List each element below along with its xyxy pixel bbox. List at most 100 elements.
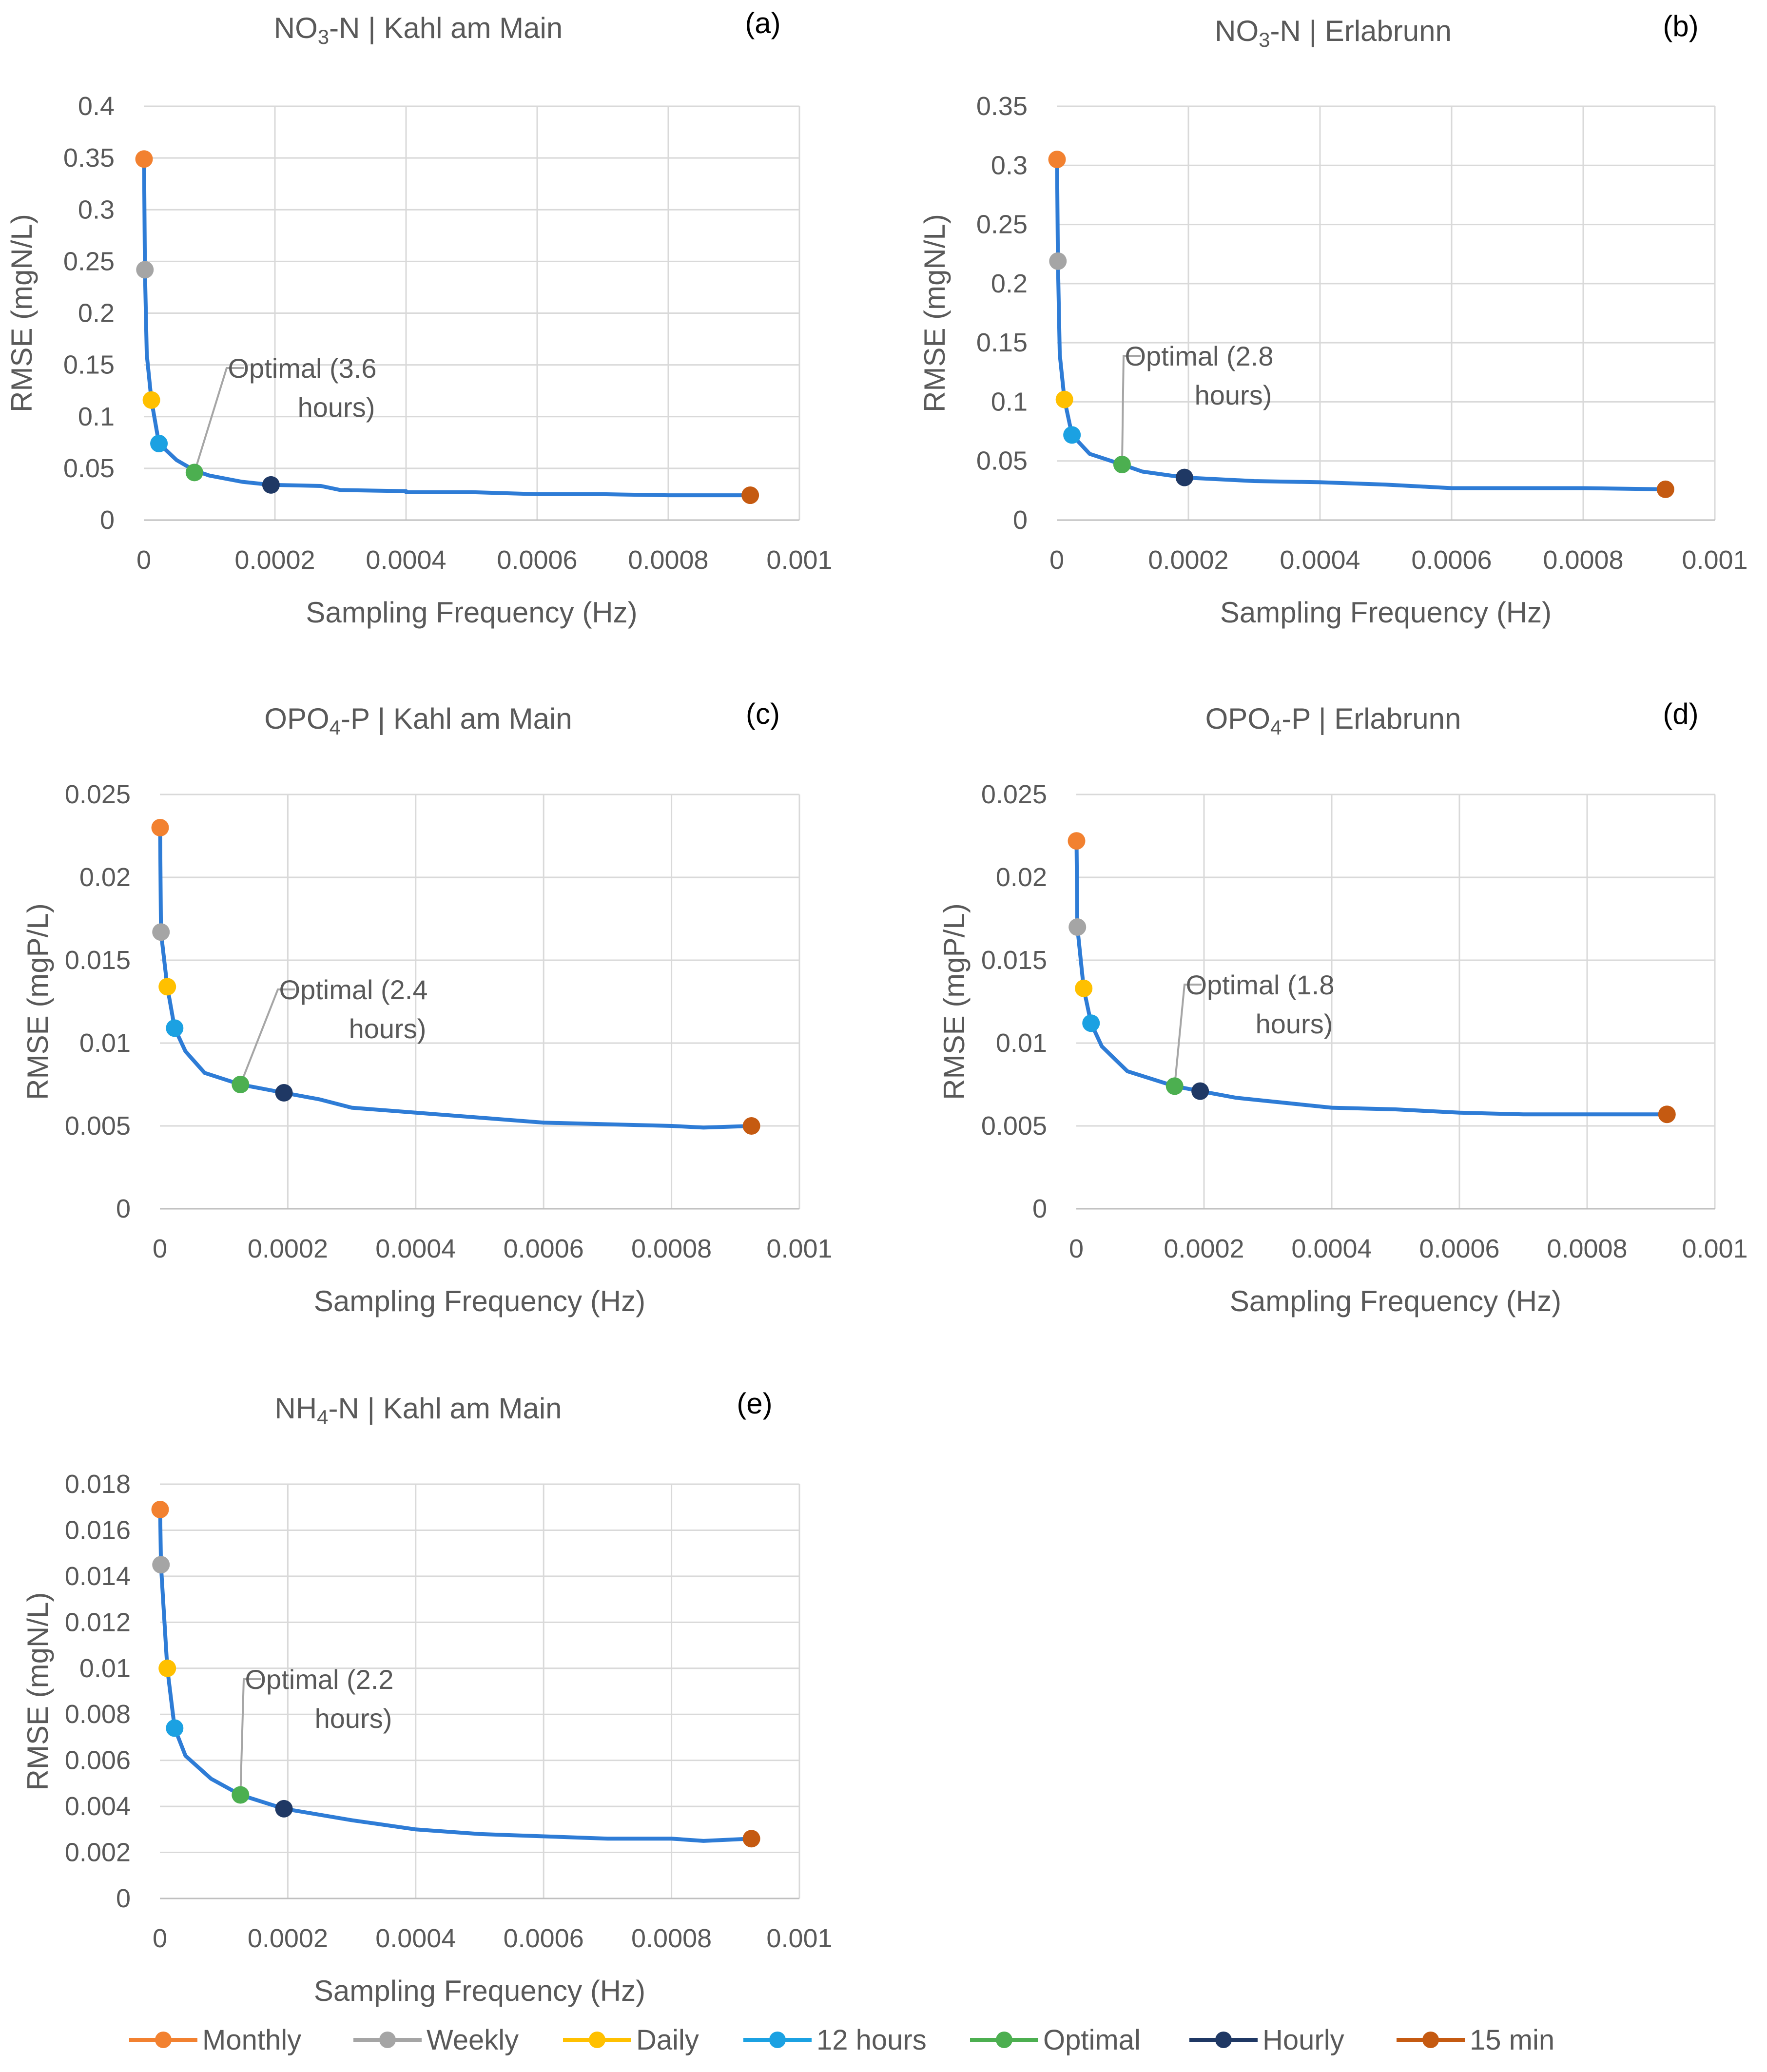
marker-15-min — [742, 1830, 760, 1848]
chart-panel-c: OPO4-P | Kahl am Main (c) 0 0.0002 0.0004 0.0… — [21, 697, 833, 1317]
y-tick-label: 0.005 — [65, 1111, 131, 1141]
y-tick-label: 0.006 — [65, 1746, 131, 1775]
y-tick-label: 0.01 — [79, 1028, 131, 1058]
chart-panel-e: NH4-N | Kahl am Main (e) 0 0.0002 0.0004 0.00… — [21, 1387, 833, 2007]
legend-marker — [155, 2032, 172, 2048]
y-tick-label: 0.015 — [65, 946, 131, 975]
marker-hourly — [1175, 468, 1193, 486]
y-tick-label: 0.01 — [79, 1654, 131, 1683]
annotation-text: Optimal (2.4 — [279, 974, 428, 1005]
series-line — [158, 1507, 754, 1843]
chart-title: OPO4-P | Kahl am Main — [264, 702, 572, 739]
legend-item-hourly: Hourly — [1189, 2024, 1344, 2056]
panel-label: (d) — [1663, 697, 1698, 730]
x-axis-label: Sampling Frequency (Hz) — [306, 596, 637, 629]
marker-daily — [1055, 390, 1073, 408]
annotation-leader — [239, 988, 295, 1085]
x-tick-label: 0.001 — [766, 545, 832, 575]
panel-label: (b) — [1663, 10, 1698, 42]
x-tick-label: 0.0002 — [248, 1234, 328, 1263]
x-tick-label: 0.0004 — [366, 545, 446, 575]
marker-daily — [158, 1659, 176, 1677]
legend-marker — [769, 2032, 786, 2048]
y-tick-label: 0 — [100, 505, 115, 535]
marker-hourly — [275, 1084, 293, 1102]
y-tick-label: 0.025 — [65, 780, 131, 809]
marker-weekly — [152, 1556, 170, 1574]
x-tick-label: 0 — [153, 1924, 167, 1953]
marker-12-hours — [150, 434, 168, 452]
x-tick-label: 0.0006 — [497, 545, 577, 575]
marker-15-min — [742, 1117, 760, 1135]
chart-title: NO3-N | Kahl am Main — [274, 12, 563, 48]
x-axis-label: Sampling Frequency (Hz) — [1230, 1285, 1561, 1317]
y-tick-label: 0.35 — [976, 92, 1028, 121]
y-tick-label: 0 — [116, 1194, 131, 1223]
legend-marker — [589, 2032, 605, 2048]
chart-panel-d: OPO4-P | Erlabrunn (d) 0 0.0002 0.0004 0.0006… — [938, 697, 1748, 1317]
x-tick-label: 0.0002 — [1148, 545, 1228, 575]
marker-optimal — [232, 1076, 250, 1093]
marker-15-min — [741, 486, 759, 504]
legend-item-weekly: Weekly — [353, 2024, 519, 2056]
y-tick-label: 0 — [116, 1884, 131, 1913]
x-tick-label: 0.0008 — [631, 1924, 712, 1953]
x-tick-label: 0.0004 — [375, 1924, 456, 1953]
legend-label: Daily — [636, 2024, 699, 2056]
y-axis-label: RMSE (mgP/L) — [21, 903, 54, 1100]
x-axis-label: Sampling Frequency (Hz) — [314, 1975, 645, 2007]
series-line — [158, 826, 754, 1130]
x-tick-label: 0.001 — [1682, 545, 1748, 575]
x-tick-label: 0.0004 — [375, 1234, 456, 1263]
x-tick-label: 0.0008 — [628, 545, 708, 575]
y-tick-label: 0.016 — [65, 1515, 131, 1545]
y-tick-label: 0.15 — [976, 328, 1028, 357]
x-tick-label: 0.001 — [766, 1924, 832, 1953]
marker-15-min — [1656, 480, 1674, 498]
x-tick-label: 0.0004 — [1280, 545, 1360, 575]
chart-title: OPO4-P | Erlabrunn — [1205, 702, 1461, 739]
marker-12-hours — [166, 1019, 184, 1037]
y-tick-label: 0.05 — [63, 454, 115, 483]
x-tick-label: 0 — [153, 1234, 167, 1263]
y-tick-label: 0.025 — [981, 780, 1047, 809]
marker-optimal — [232, 1786, 250, 1804]
marker-daily — [1075, 979, 1093, 997]
series-line — [1055, 157, 1668, 491]
marker-weekly — [152, 923, 170, 941]
marker-optimal — [185, 464, 203, 482]
annotation-leader — [193, 367, 244, 473]
legend-item-daily: Daily — [563, 2024, 699, 2056]
x-tick-label: 0.001 — [766, 1234, 832, 1263]
marker-monthly — [151, 819, 169, 836]
y-tick-label: 0.002 — [65, 1838, 131, 1867]
y-tick-label: 0.25 — [63, 247, 115, 276]
y-tick-label: 0.015 — [981, 946, 1047, 975]
y-tick-label: 0.4 — [78, 92, 115, 121]
legend-marker — [379, 2032, 396, 2048]
x-tick-label: 0.0004 — [1291, 1234, 1372, 1263]
legend-label: Monthly — [202, 2024, 301, 2056]
marker-weekly — [1049, 252, 1067, 270]
x-tick-label: 0.0006 — [1411, 545, 1492, 575]
panel-label: (c) — [746, 697, 780, 730]
y-tick-label: 0 — [1013, 505, 1028, 535]
y-tick-label: 0.005 — [981, 1111, 1047, 1141]
marker-weekly — [136, 261, 154, 279]
annotation-text: hours) — [315, 1703, 392, 1734]
y-tick-label: 0.35 — [63, 143, 115, 173]
marker-12-hours — [1063, 426, 1081, 444]
x-tick-label: 0.0002 — [234, 545, 315, 575]
x-tick-label: 0.0008 — [631, 1234, 712, 1263]
annotation-text: hours) — [1195, 380, 1272, 410]
marker-daily — [158, 978, 176, 996]
x-tick-label: 0.001 — [1682, 1234, 1748, 1263]
y-tick-label: 0.05 — [976, 446, 1028, 476]
annotation-text: hours) — [349, 1013, 427, 1044]
y-axis-label: RMSE (mgN/L) — [21, 1592, 54, 1791]
y-tick-label: 0.1 — [991, 387, 1028, 416]
marker-optimal — [1113, 455, 1131, 473]
marker-hourly — [1191, 1082, 1209, 1100]
x-tick-label: 0.0006 — [1419, 1234, 1499, 1263]
